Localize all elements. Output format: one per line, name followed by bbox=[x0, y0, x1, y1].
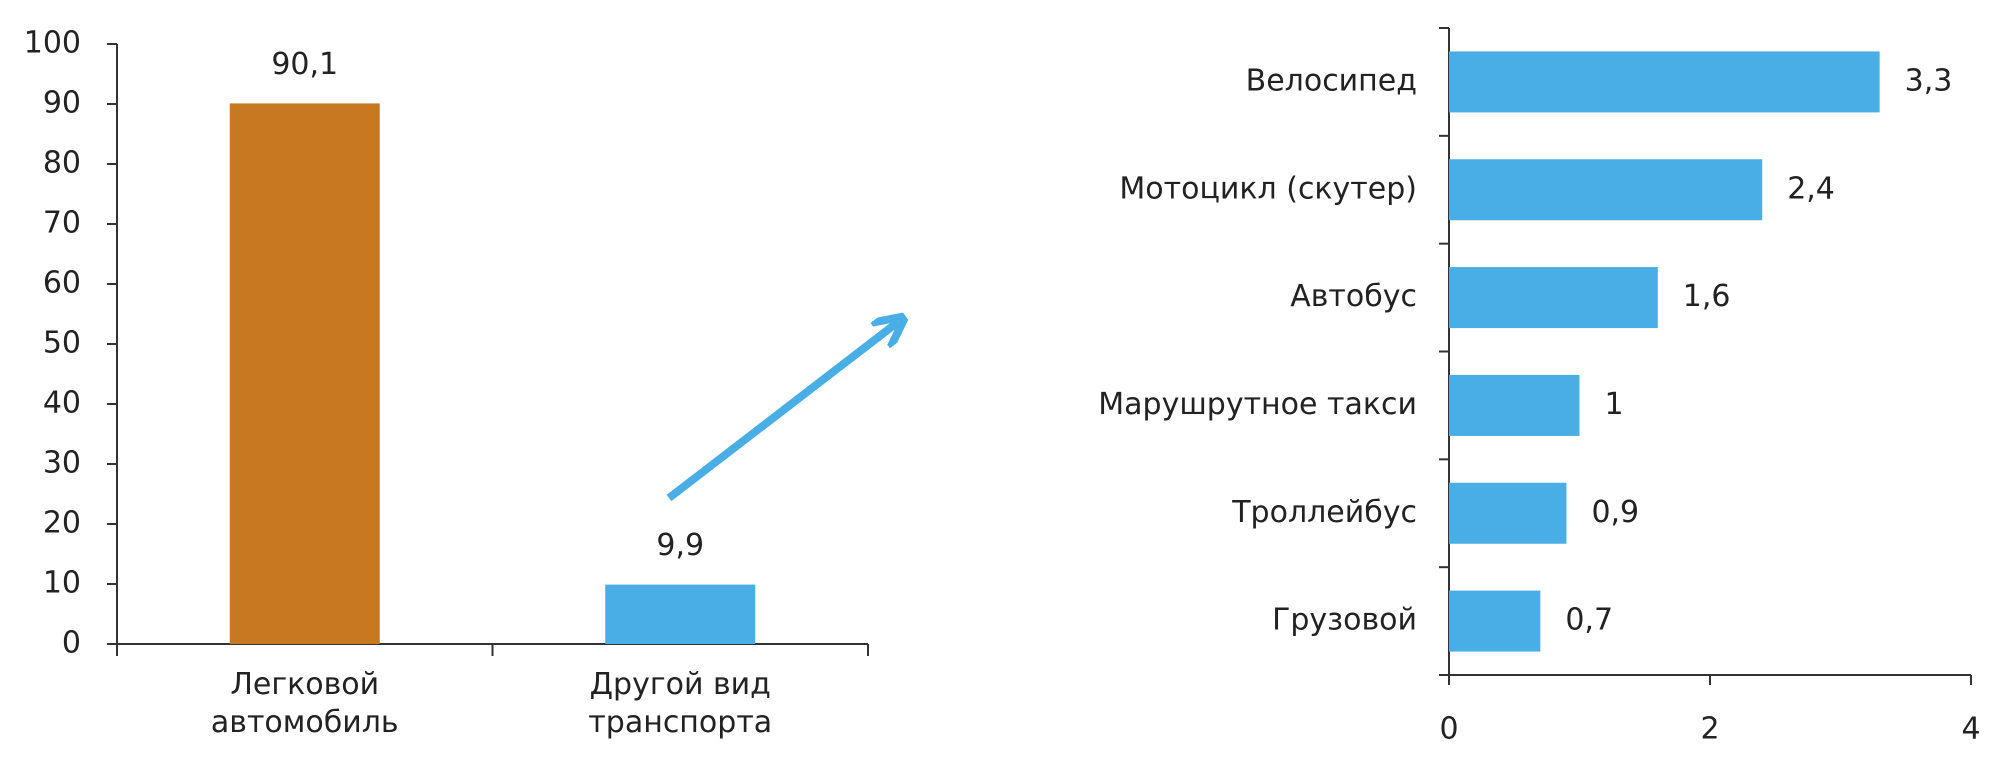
y-tick-label: 10 bbox=[43, 566, 81, 601]
y-tick-label: 100 bbox=[24, 26, 81, 61]
x-tick-label: 2 bbox=[1700, 712, 1719, 747]
value-label: 1 bbox=[1605, 387, 1624, 422]
x-tick-label: Другой вид транспорта bbox=[588, 667, 773, 740]
value-label: 90,1 bbox=[271, 47, 338, 82]
bar bbox=[605, 584, 756, 644]
bar bbox=[1449, 159, 1763, 221]
bar bbox=[1449, 51, 1880, 113]
bar bbox=[1449, 482, 1567, 544]
y-tick-label: 50 bbox=[43, 326, 81, 361]
value-label: 0,9 bbox=[1591, 495, 1639, 530]
value-label: 0,7 bbox=[1565, 603, 1613, 638]
bar bbox=[1449, 267, 1658, 329]
x-tick-label-box: Другой вид транспорта bbox=[588, 667, 773, 740]
x-tick-label: 4 bbox=[1961, 712, 1980, 747]
value-label: 9,9 bbox=[656, 528, 704, 563]
y-tick-label: 30 bbox=[43, 446, 81, 481]
y-tick-label: Велосипед bbox=[1246, 63, 1417, 98]
y-tick-label: 0 bbox=[62, 626, 81, 661]
y-tick-label: 60 bbox=[43, 266, 81, 301]
x-tick-label: Легковой автомобиль bbox=[210, 667, 399, 740]
x-tick-label-box: Легковой автомобиль bbox=[210, 667, 399, 740]
y-tick-label: 90 bbox=[43, 86, 81, 121]
y-tick-label: Грузовой bbox=[1272, 603, 1417, 638]
y-tick-label: 80 bbox=[43, 146, 81, 181]
y-tick-label: 70 bbox=[43, 206, 81, 241]
bar bbox=[1449, 374, 1580, 436]
x-tick-label: 0 bbox=[1439, 712, 1458, 747]
y-tick-label: Троллейбус bbox=[1231, 495, 1417, 530]
y-tick-label: 40 bbox=[43, 386, 81, 421]
bar bbox=[229, 103, 380, 644]
value-label: 2,4 bbox=[1787, 171, 1835, 206]
value-label: 3,3 bbox=[1905, 63, 1953, 98]
bar bbox=[1449, 590, 1541, 652]
y-tick-label: Мотоцикл (скутер) bbox=[1119, 171, 1417, 206]
y-tick-label: 20 bbox=[43, 506, 81, 541]
arrow bbox=[666, 322, 898, 502]
value-label: 1,6 bbox=[1683, 279, 1731, 314]
y-tick-label: Автобус bbox=[1290, 279, 1417, 314]
y-tick-label: Марушрутное такси bbox=[1098, 387, 1417, 422]
